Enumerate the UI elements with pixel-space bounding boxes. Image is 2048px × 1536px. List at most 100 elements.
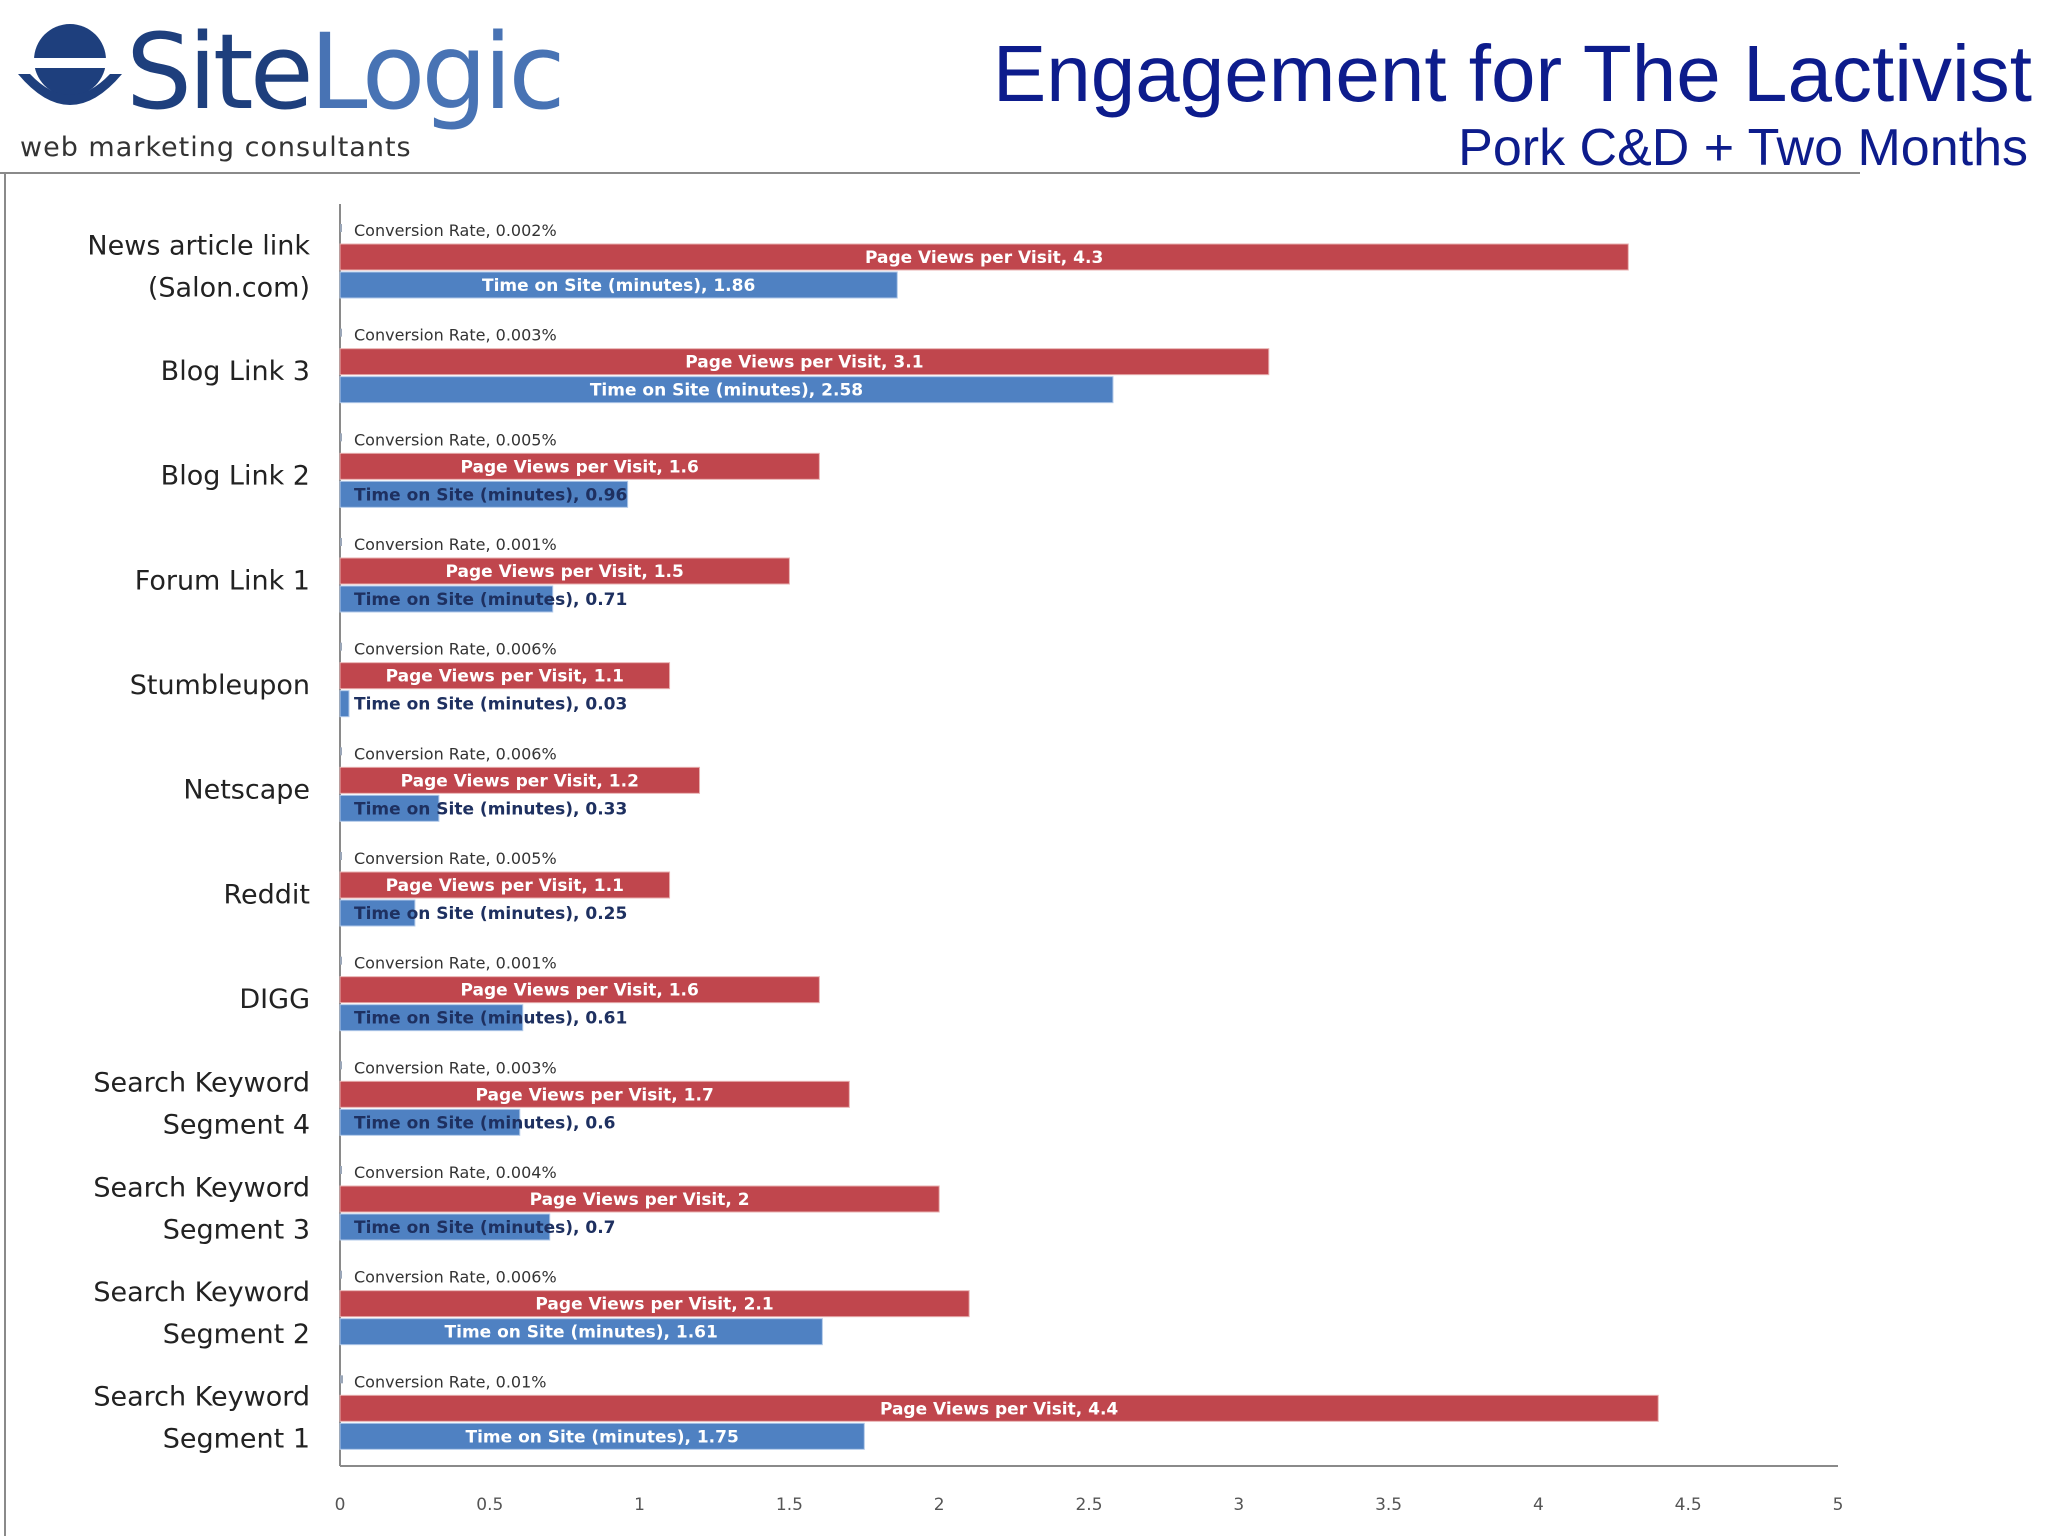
x-tick-label: 3 <box>1233 1495 1244 1515</box>
category-label: Search Keyword <box>93 1172 310 1203</box>
data-label-page-views: Page Views per Visit, 1.6 <box>461 457 699 477</box>
x-tick-label: 3.5 <box>1375 1495 1402 1515</box>
bar-conversion-rate <box>340 956 342 965</box>
left-border <box>4 174 6 1536</box>
data-label-page-views: Page Views per Visit, 1.1 <box>386 667 624 687</box>
data-label-conversion-rate: Conversion Rate, 0.002% <box>354 221 557 240</box>
sitelogic-logo: SiteLogic web marketing consultants <box>14 14 566 164</box>
data-label-time-on-site: Time on Site (minutes), 0.96 <box>354 485 627 505</box>
data-label-page-views: Page Views per Visit, 2 <box>530 1190 750 1210</box>
category-label: Search Keyword <box>93 1068 310 1099</box>
data-label-time-on-site: Time on Site (minutes), 0.6 <box>354 1113 615 1133</box>
data-label-time-on-site: Time on Site (minutes), 1.75 <box>465 1427 738 1447</box>
bar-time-on-site <box>339 1004 524 1032</box>
data-label-time-on-site: Time on Site (minutes), 1.86 <box>482 276 755 296</box>
bar-time-on-site <box>339 1108 521 1136</box>
bar-time-on-site <box>339 1213 551 1241</box>
data-label-conversion-rate: Conversion Rate, 0.005% <box>354 849 557 868</box>
x-tick-label: 2.5 <box>1075 1495 1102 1515</box>
bar-conversion-rate <box>340 1061 342 1070</box>
data-label-page-views: Page Views per Visit, 4.4 <box>880 1399 1118 1419</box>
data-label-page-views: Page Views per Visit, 1.7 <box>476 1085 714 1105</box>
data-label-time-on-site: Time on Site (minutes), 0.61 <box>354 1009 627 1029</box>
bar-conversion-rate <box>340 224 342 232</box>
category-label: Forum Link 1 <box>135 565 310 596</box>
bar-conversion-rate <box>340 642 342 651</box>
category-label: News article link <box>87 230 310 261</box>
bar-conversion-rate <box>340 1166 342 1174</box>
bar-time-on-site <box>339 376 1114 404</box>
logo-wordmark: SiteLogic <box>126 20 566 124</box>
data-label-page-views: Page Views per Visit, 2.1 <box>535 1295 773 1315</box>
x-tick-label: 5 <box>1833 1495 1844 1515</box>
bar-time-on-site <box>339 690 350 718</box>
x-tick-label: 4.5 <box>1675 1495 1702 1515</box>
logo-tagline: web marketing consultants <box>20 132 412 163</box>
bar-conversion-rate <box>340 1270 342 1279</box>
bar-page-views <box>339 1394 1659 1422</box>
category-label: Blog Link 2 <box>161 461 310 492</box>
bar-conversion-rate <box>340 538 342 546</box>
bar-page-views <box>339 452 820 480</box>
category-label: DIGG <box>239 984 310 1015</box>
page-title: Engagement for The Lactivist <box>992 29 2032 118</box>
bar-page-views <box>339 1290 970 1318</box>
data-label-time-on-site: Time on Site (minutes), 0.33 <box>354 799 627 819</box>
bar-time-on-site <box>339 899 416 927</box>
data-label-page-views: Page Views per Visit, 1.6 <box>461 981 699 1001</box>
bar-time-on-site <box>339 1318 823 1346</box>
x-tick-label: 4 <box>1533 1495 1544 1515</box>
data-label-conversion-rate: Conversion Rate, 0.006% <box>354 744 557 763</box>
x-tick-label: 2 <box>934 1495 945 1515</box>
data-label-conversion-rate: Conversion Rate, 0.006% <box>354 640 557 659</box>
data-label-page-views: Page Views per Visit, 3.1 <box>685 353 923 373</box>
category-label: Search Keyword <box>93 1277 310 1308</box>
category-label: Segment 4 <box>163 1110 310 1141</box>
category-label: Stumbleupon <box>130 670 310 701</box>
data-label-page-views: Page Views per Visit, 4.3 <box>865 248 1103 268</box>
data-label-conversion-rate: Conversion Rate, 0.006% <box>354 1268 557 1287</box>
data-label-conversion-rate: Conversion Rate, 0.001% <box>354 535 557 554</box>
data-label-time-on-site: Time on Site (minutes), 1.61 <box>445 1323 718 1343</box>
bar-page-views <box>339 766 701 794</box>
bar-conversion-rate <box>340 433 342 442</box>
category-label: Search Keyword <box>93 1382 310 1413</box>
engagement-bar-chart: 0 0.5 1 1.5 2 2.5 3 3.5 4 4.5 5 News article link (S… <box>87 204 1844 1515</box>
bar-time-on-site <box>339 585 554 613</box>
category-label: Segment 1 <box>163 1424 310 1455</box>
data-label-time-on-site: Time on Site (minutes), 0.71 <box>354 590 627 610</box>
data-label-page-views: Page Views per Visit, 1.2 <box>401 771 639 791</box>
bar-page-views <box>339 243 1629 271</box>
data-label-page-views: Page Views per Visit, 1.5 <box>446 562 684 582</box>
x-tick-label: 0.5 <box>476 1495 503 1515</box>
logo-wordmark-site: Site <box>126 11 314 133</box>
bar-page-views <box>339 976 820 1004</box>
bar-conversion-rate <box>340 328 342 337</box>
data-label-conversion-rate: Conversion Rate, 0.003% <box>354 1058 557 1077</box>
category-label: Netscape <box>183 775 310 806</box>
bar-time-on-site <box>339 1422 865 1450</box>
bar-time-on-site <box>339 480 629 508</box>
data-label-time-on-site: Time on Site (minutes), 0.03 <box>354 695 627 715</box>
logo-wordmark-logic: Logic <box>309 11 566 133</box>
category-label: Blog Link 3 <box>161 356 310 387</box>
sitelogic-logo-icon <box>18 24 122 105</box>
x-tick-label: 1 <box>634 1495 645 1515</box>
bar-conversion-rate <box>340 747 342 756</box>
data-label-conversion-rate: Conversion Rate, 0.01% <box>354 1372 546 1391</box>
bar-page-views <box>339 348 1270 376</box>
x-tick-label: 0 <box>335 1495 346 1515</box>
data-label-conversion-rate: Conversion Rate, 0.001% <box>354 954 557 973</box>
bar-time-on-site <box>339 271 898 299</box>
category-label: Segment 3 <box>163 1214 310 1245</box>
data-label-conversion-rate: Conversion Rate, 0.003% <box>354 326 557 345</box>
bar-page-views <box>339 662 671 690</box>
category-label: Reddit <box>223 879 310 910</box>
data-label-time-on-site: Time on Site (minutes), 0.7 <box>354 1218 615 1238</box>
data-label-page-views: Page Views per Visit, 1.1 <box>386 876 624 896</box>
x-tick-label: 1.5 <box>776 1495 803 1515</box>
bar-page-views <box>339 1080 850 1108</box>
category-label: Segment 2 <box>163 1319 310 1350</box>
bar-page-views <box>339 1185 940 1213</box>
bar-conversion-rate <box>340 1375 343 1384</box>
